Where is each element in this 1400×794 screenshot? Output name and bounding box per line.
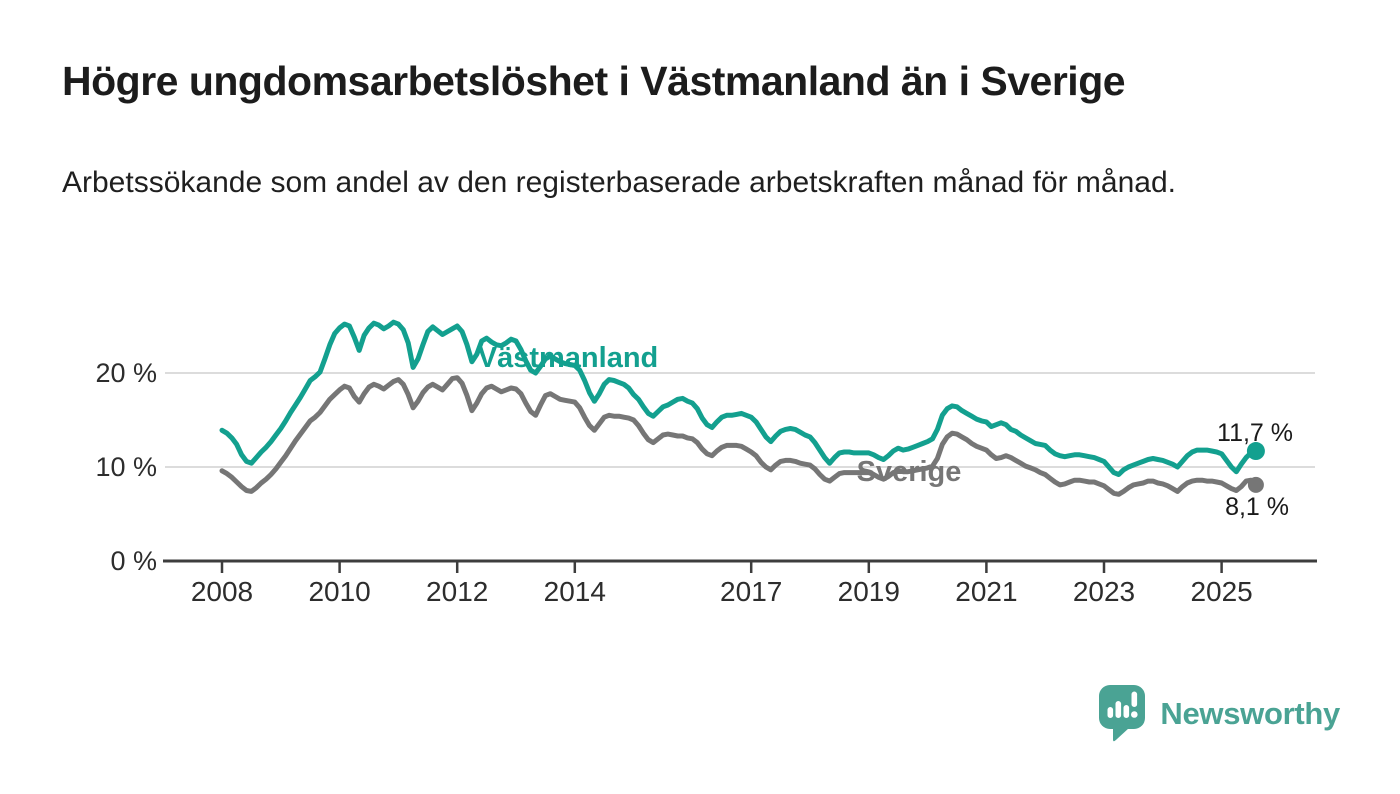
vastmanland-line: [219, 319, 1259, 477]
y-tick-label: 0 %: [110, 546, 157, 576]
vastmanland-end-dot: [1246, 442, 1265, 461]
x-tick-label: 2010: [308, 576, 370, 607]
newsworthy-brand: Newsworthy: [1098, 684, 1340, 744]
x-tick-label: 2023: [1073, 576, 1135, 607]
y-tick-label: 20 %: [95, 358, 157, 388]
chart-title: Högre ungdomsarbetslöshet i Västmanland …: [62, 58, 1126, 104]
x-tick-label: 2008: [191, 576, 253, 607]
bar-chart-speech-bubble-icon: [1099, 685, 1146, 742]
sverige-series-label: Sverige: [857, 456, 962, 488]
x-tick-label: 2025: [1190, 576, 1252, 607]
y-tick-label: 10 %: [95, 452, 157, 482]
x-tick-label: 2012: [426, 576, 488, 607]
vastmanland-series-label: Västmanland: [478, 342, 659, 374]
sverige-end-dot: [1247, 476, 1264, 493]
x-tick-label: 2014: [544, 576, 606, 607]
x-tick-label: 2017: [720, 576, 782, 607]
brand-name: Newsworthy: [1160, 696, 1340, 731]
x-tick-label: 2021: [955, 576, 1017, 607]
x-tick-label: 2019: [838, 576, 900, 607]
vastmanland-value-label: 11,7 %: [1217, 419, 1293, 447]
sverige-value-label: 8,1 %: [1225, 493, 1289, 521]
sverige-line: [219, 375, 1259, 497]
chart-subtitle: Arbetssökande som andel av den registerb…: [62, 166, 1176, 199]
